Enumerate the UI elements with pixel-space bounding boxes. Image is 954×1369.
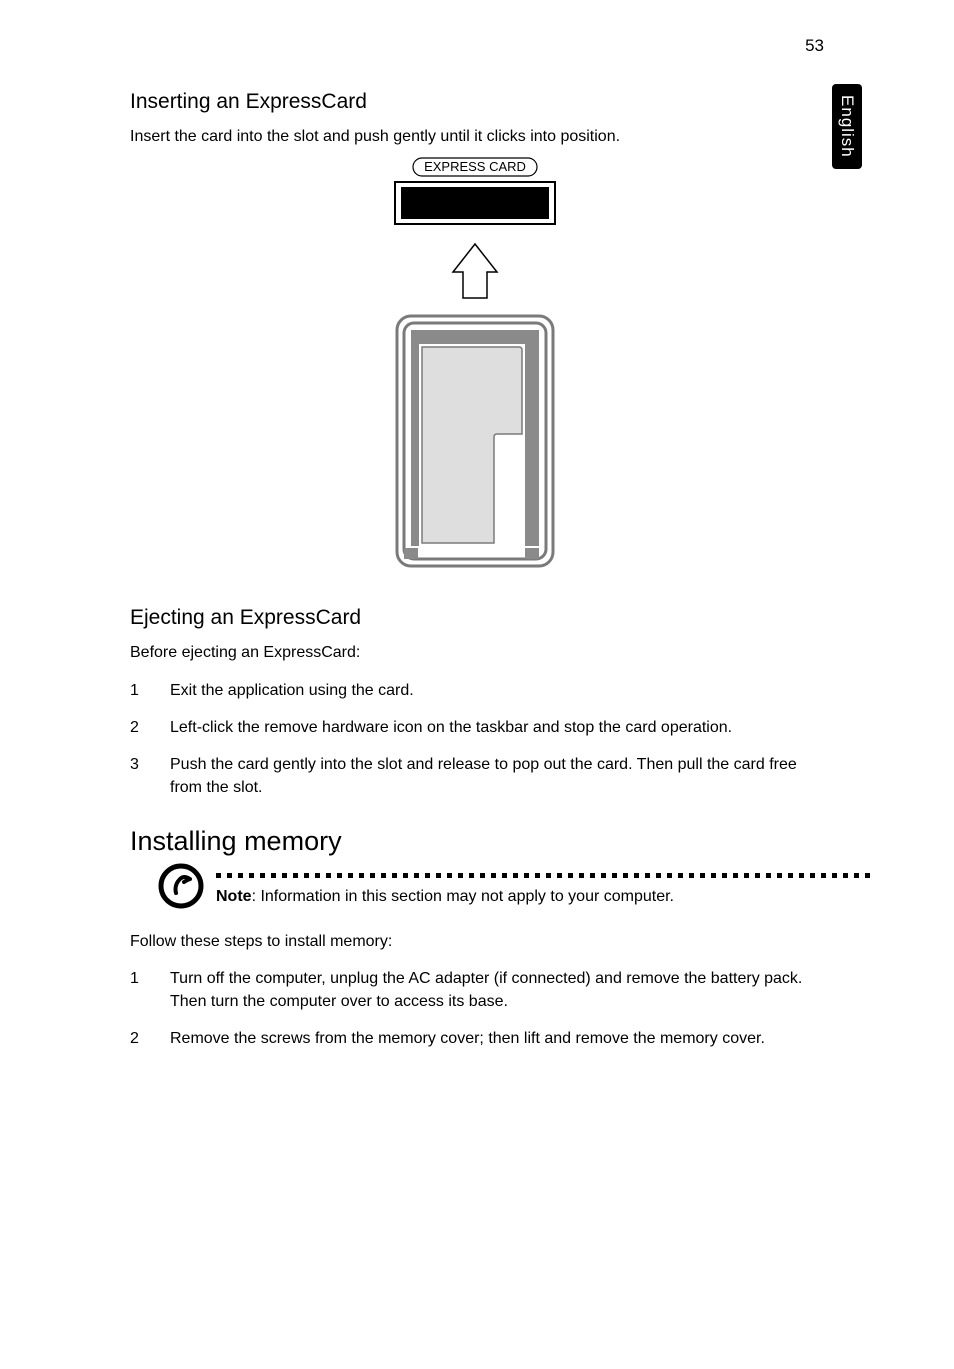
note-icon <box>158 863 204 909</box>
language-tab: English <box>832 84 862 169</box>
list-item: 1 Turn off the computer, unplug the AC a… <box>130 967 824 1013</box>
step-number: 3 <box>130 753 170 799</box>
ejecting-intro: Before ejecting an ExpressCard: <box>130 642 824 664</box>
dotted-divider <box>216 866 870 884</box>
language-tab-label: English <box>837 95 857 158</box>
step-text: Push the card gently into the slot and r… <box>170 753 824 799</box>
installing-steps: 1 Turn off the computer, unplug the AC a… <box>130 967 824 1051</box>
list-item: 1 Exit the application using the card. <box>130 679 824 702</box>
note-content: Note: Information in this section may no… <box>216 866 870 908</box>
list-item: 2 Remove the screws from the memory cove… <box>130 1027 824 1050</box>
section-ejecting: Ejecting an ExpressCard Before ejecting … <box>130 606 824 799</box>
page-number: 53 <box>805 36 824 56</box>
ejecting-steps: 1 Exit the application using the card. 2… <box>130 679 824 800</box>
note-row: Note: Information in this section may no… <box>130 863 824 909</box>
diagram-label: EXPRESS CARD <box>424 159 526 174</box>
heading-installing: Installing memory <box>130 826 824 857</box>
step-number: 1 <box>130 967 170 1013</box>
step-text: Exit the application using the card. <box>170 679 824 702</box>
heading-ejecting: Ejecting an ExpressCard <box>130 606 824 630</box>
step-number: 1 <box>130 679 170 702</box>
step-text: Remove the screws from the memory cover;… <box>170 1027 824 1050</box>
heading-inserting: Inserting an ExpressCard <box>130 90 824 114</box>
list-item: 3 Push the card gently into the slot and… <box>130 753 824 799</box>
list-item: 2 Left-click the remove hardware icon on… <box>130 716 824 739</box>
expresscard-diagram: EXPRESS CARD <box>130 156 824 576</box>
installing-intro: Follow these steps to install memory: <box>130 931 824 953</box>
section-installing: Installing memory Note: Information in t… <box>130 826 824 1051</box>
step-number: 2 <box>130 1027 170 1050</box>
step-text: Left-click the remove hardware icon on t… <box>170 716 824 739</box>
page-content: Inserting an ExpressCard Insert the card… <box>0 0 954 1050</box>
inserting-intro: Insert the card into the slot and push g… <box>130 126 824 148</box>
step-number: 2 <box>130 716 170 739</box>
step-text: Turn off the computer, unplug the AC ada… <box>170 967 824 1013</box>
note-text: Note: Information in this section may no… <box>216 887 870 908</box>
